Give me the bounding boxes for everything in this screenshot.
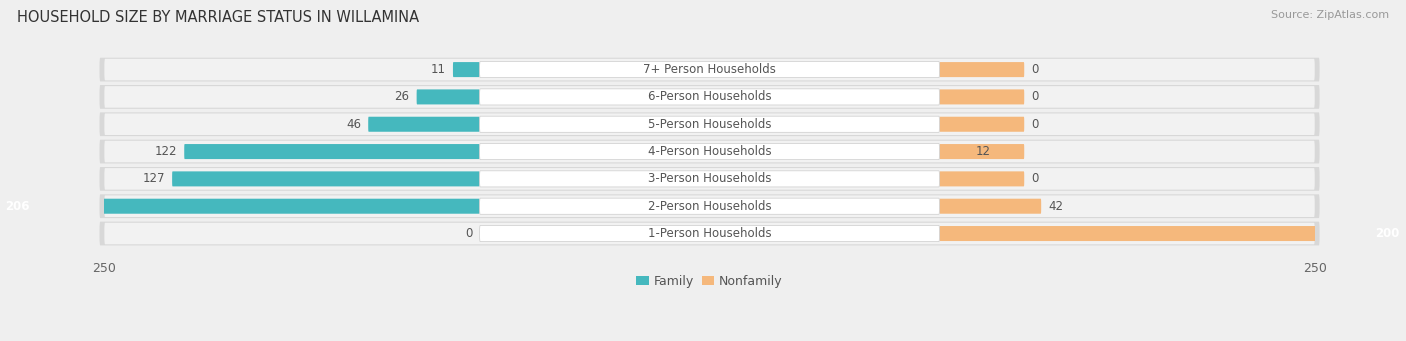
FancyBboxPatch shape [172, 172, 479, 187]
Text: 0: 0 [1032, 173, 1039, 186]
Text: 0: 0 [1032, 118, 1039, 131]
FancyBboxPatch shape [416, 89, 479, 104]
Text: 4-Person Households: 4-Person Households [648, 145, 772, 158]
FancyBboxPatch shape [479, 171, 939, 187]
Text: 200: 200 [1375, 227, 1399, 240]
FancyBboxPatch shape [100, 222, 1320, 246]
Text: 127: 127 [142, 173, 165, 186]
FancyBboxPatch shape [104, 59, 1315, 80]
FancyBboxPatch shape [184, 144, 479, 159]
FancyBboxPatch shape [939, 89, 1024, 104]
FancyBboxPatch shape [104, 168, 1315, 190]
Text: 42: 42 [1049, 200, 1063, 213]
Legend: Family, Nonfamily: Family, Nonfamily [631, 270, 787, 293]
Text: Source: ZipAtlas.com: Source: ZipAtlas.com [1271, 10, 1389, 20]
Text: 0: 0 [1032, 90, 1039, 103]
FancyBboxPatch shape [100, 112, 1320, 136]
FancyBboxPatch shape [479, 198, 939, 214]
FancyBboxPatch shape [100, 58, 1320, 81]
FancyBboxPatch shape [104, 114, 1315, 135]
FancyBboxPatch shape [104, 195, 1315, 217]
FancyBboxPatch shape [104, 223, 1315, 244]
Text: 0: 0 [465, 227, 472, 240]
FancyBboxPatch shape [453, 62, 479, 77]
Text: HOUSEHOLD SIZE BY MARRIAGE STATUS IN WILLAMINA: HOUSEHOLD SIZE BY MARRIAGE STATUS IN WIL… [17, 10, 419, 25]
FancyBboxPatch shape [479, 89, 939, 105]
Text: 11: 11 [430, 63, 446, 76]
Text: 122: 122 [155, 145, 177, 158]
Text: 2-Person Households: 2-Person Households [648, 200, 772, 213]
FancyBboxPatch shape [939, 172, 1024, 187]
Text: 0: 0 [1032, 63, 1039, 76]
FancyBboxPatch shape [939, 62, 1024, 77]
Text: 206: 206 [6, 200, 30, 213]
FancyBboxPatch shape [939, 226, 1406, 241]
FancyBboxPatch shape [104, 86, 1315, 108]
FancyBboxPatch shape [479, 225, 939, 241]
FancyBboxPatch shape [368, 117, 479, 132]
Text: 5-Person Households: 5-Person Households [648, 118, 772, 131]
FancyBboxPatch shape [0, 199, 479, 214]
FancyBboxPatch shape [100, 85, 1320, 109]
FancyBboxPatch shape [479, 116, 939, 132]
Text: 7+ Person Households: 7+ Person Households [643, 63, 776, 76]
Text: 1-Person Households: 1-Person Households [648, 227, 772, 240]
FancyBboxPatch shape [939, 144, 1024, 159]
FancyBboxPatch shape [479, 61, 939, 78]
Text: 3-Person Households: 3-Person Households [648, 173, 772, 186]
FancyBboxPatch shape [939, 117, 1024, 132]
FancyBboxPatch shape [100, 194, 1320, 218]
FancyBboxPatch shape [100, 140, 1320, 163]
Text: 46: 46 [346, 118, 361, 131]
Text: 12: 12 [976, 145, 991, 158]
Text: 26: 26 [394, 90, 409, 103]
FancyBboxPatch shape [100, 167, 1320, 191]
Text: 6-Person Households: 6-Person Households [648, 90, 772, 103]
FancyBboxPatch shape [939, 199, 1042, 214]
FancyBboxPatch shape [104, 141, 1315, 162]
FancyBboxPatch shape [479, 144, 939, 160]
